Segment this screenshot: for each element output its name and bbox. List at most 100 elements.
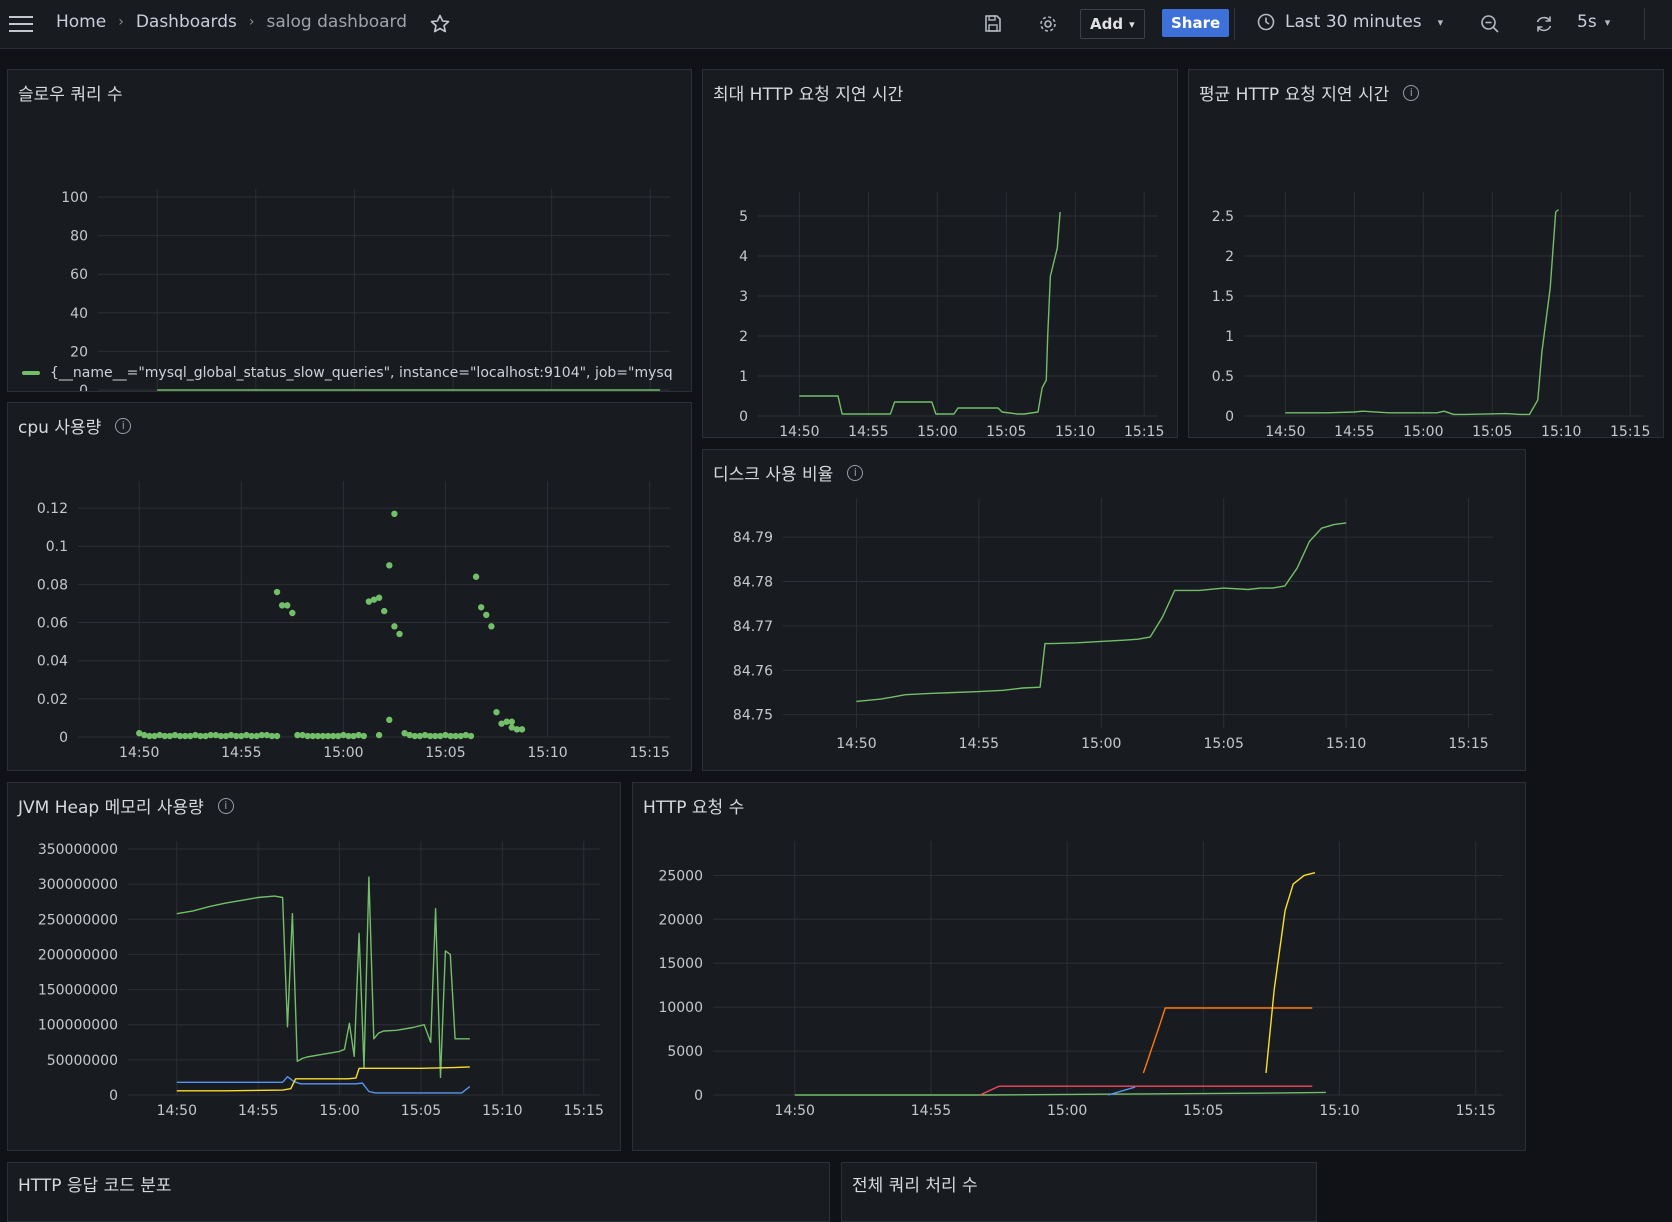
data-point[interactable] — [171, 731, 179, 739]
data-point[interactable] — [222, 732, 230, 740]
time-range-picker[interactable]: Last 30 minutes ▾ — [1257, 12, 1443, 32]
panel-title[interactable]: HTTP 요청 수 — [643, 793, 744, 818]
data-point[interactable] — [299, 731, 306, 739]
data-point[interactable] — [381, 607, 388, 615]
info-icon[interactable]: i — [1403, 84, 1420, 101]
data-point[interactable] — [432, 732, 439, 740]
data-point[interactable] — [248, 732, 255, 740]
data-point[interactable] — [513, 726, 521, 733]
data-point[interactable] — [156, 731, 163, 739]
save-icon[interactable] — [980, 11, 1006, 37]
data-point[interactable] — [391, 623, 398, 630]
data-point[interactable] — [309, 732, 316, 740]
data-point[interactable] — [401, 729, 408, 737]
data-point[interactable] — [335, 732, 342, 740]
data-point[interactable] — [442, 731, 449, 739]
series-line[interactable] — [794, 1091, 1326, 1096]
data-point[interactable] — [258, 731, 265, 739]
data-point[interactable] — [284, 602, 291, 609]
data-point[interactable] — [329, 732, 337, 740]
data-point[interactable] — [426, 732, 434, 740]
series-line[interactable] — [176, 876, 470, 1079]
data-point[interactable] — [416, 732, 424, 740]
data-point[interactable] — [233, 732, 240, 740]
data-point[interactable] — [518, 726, 526, 733]
data-point[interactable] — [289, 609, 296, 617]
zoom-out-icon[interactable] — [1477, 11, 1503, 37]
data-point[interactable] — [493, 709, 500, 716]
info-icon[interactable]: i — [847, 464, 864, 481]
data-point[interactable] — [176, 732, 184, 740]
data-point[interactable] — [161, 732, 168, 740]
breadcrumb-dashboards[interactable]: Dashboards — [135, 12, 237, 32]
data-point[interactable] — [278, 602, 286, 609]
refresh-interval-picker[interactable]: 5s ▾ — [1577, 12, 1610, 32]
data-point[interactable] — [447, 732, 454, 740]
data-point[interactable] — [370, 596, 378, 603]
data-point[interactable] — [452, 732, 459, 740]
data-point[interactable] — [197, 732, 204, 740]
data-point[interactable] — [375, 594, 383, 601]
series-line[interactable] — [856, 522, 1347, 703]
panel-title[interactable]: 전체 쿼리 처리 수 — [852, 1171, 978, 1196]
data-point[interactable] — [304, 732, 311, 740]
panel-title[interactable]: 평균 HTTP 요청 지연 시간 i — [1199, 80, 1420, 105]
data-point[interactable] — [391, 510, 398, 517]
data-point[interactable] — [467, 732, 475, 740]
panel-title[interactable]: 슬로우 쿼리 수 — [18, 80, 123, 105]
data-point[interactable] — [406, 731, 413, 739]
data-point[interactable] — [217, 732, 225, 740]
data-point[interactable] — [294, 731, 301, 739]
data-point[interactable] — [319, 732, 327, 740]
data-point[interactable] — [253, 732, 260, 740]
data-point[interactable] — [396, 630, 403, 638]
series-line[interactable] — [1107, 1086, 1136, 1096]
data-point[interactable] — [273, 732, 281, 740]
share-button[interactable]: Share — [1162, 9, 1230, 37]
data-point[interactable] — [238, 732, 245, 740]
panel-title[interactable]: 디스크 사용 비율 i — [713, 460, 864, 485]
data-point[interactable] — [483, 611, 490, 619]
refresh-icon[interactable] — [1531, 11, 1557, 37]
data-point[interactable] — [146, 732, 153, 740]
data-point[interactable] — [462, 731, 470, 739]
data-point[interactable] — [355, 731, 362, 739]
data-point[interactable] — [365, 598, 373, 605]
data-point[interactable] — [477, 604, 485, 611]
data-point[interactable] — [488, 623, 495, 630]
panel-title[interactable]: HTTP 응답 코드 분포 — [18, 1171, 172, 1196]
data-point[interactable] — [503, 718, 510, 725]
data-point[interactable] — [192, 731, 199, 739]
data-point[interactable] — [141, 731, 148, 739]
data-point[interactable] — [457, 732, 464, 740]
data-point[interactable] — [508, 718, 515, 725]
data-point[interactable] — [151, 732, 158, 740]
data-point[interactable] — [268, 732, 276, 740]
breadcrumb-home[interactable]: Home — [56, 12, 107, 32]
panel-title[interactable]: cpu 사용량 i — [18, 413, 132, 438]
data-point[interactable] — [324, 732, 332, 740]
series-line[interactable] — [176, 1066, 470, 1092]
info-icon[interactable]: i — [115, 417, 132, 434]
data-point[interactable] — [437, 732, 444, 740]
data-point[interactable] — [411, 732, 419, 740]
data-point[interactable] — [350, 732, 357, 740]
info-icon[interactable]: i — [217, 797, 234, 814]
data-point[interactable] — [508, 724, 515, 731]
series-line[interactable] — [1285, 209, 1559, 416]
series-line[interactable] — [979, 1085, 1313, 1096]
series-line[interactable] — [799, 211, 1061, 415]
data-point[interactable] — [243, 731, 250, 739]
series-line[interactable] — [176, 1076, 471, 1094]
gear-icon[interactable] — [1035, 11, 1061, 37]
data-point[interactable] — [136, 729, 143, 737]
data-point[interactable] — [314, 732, 322, 740]
data-point[interactable] — [187, 732, 194, 740]
data-point[interactable] — [212, 731, 219, 739]
add-button[interactable]: Add ▾ — [1080, 9, 1145, 39]
series-line[interactable] — [1265, 872, 1316, 1074]
data-point[interactable] — [386, 716, 393, 724]
data-point[interactable] — [263, 731, 271, 739]
data-point[interactable] — [360, 732, 367, 740]
menu-icon[interactable] — [8, 11, 34, 37]
